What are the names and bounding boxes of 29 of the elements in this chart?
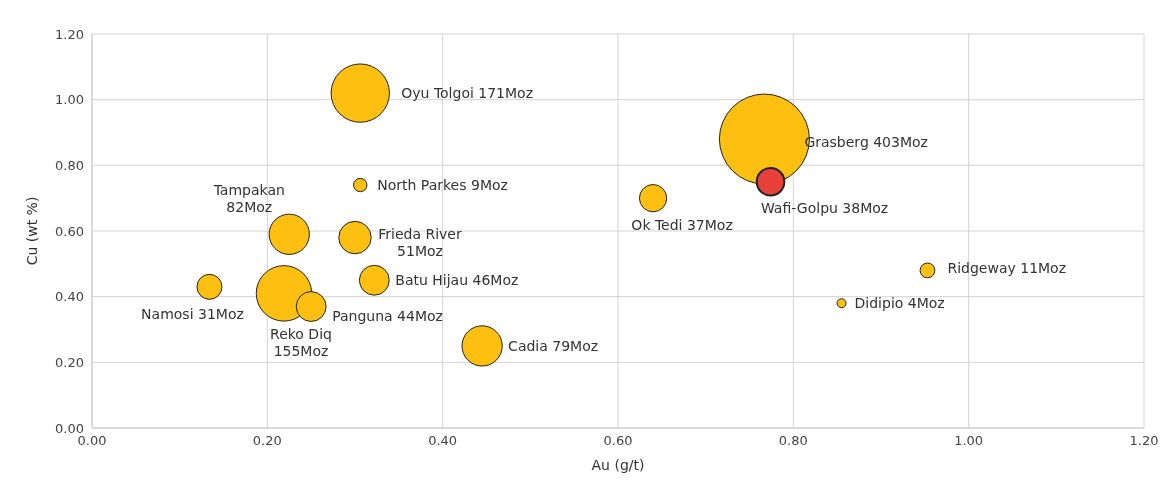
y-tick-label: 0.80	[55, 157, 84, 173]
y-tick-label: 0.40	[55, 289, 84, 305]
annotation: Tampakan 82Moz	[212, 182, 285, 216]
x-tick-label: 0.60	[603, 433, 633, 449]
annotation: Reko Diq 155Moz	[270, 326, 332, 360]
x-axis-title: Au (g/t)	[591, 457, 645, 473]
annotation: Didipio 4Moz	[854, 295, 945, 312]
y-axis-title: Cu (wt %)	[23, 196, 40, 266]
annotation: Wafi-Golpu 38Moz	[760, 199, 889, 216]
y-tick-label: 0.00	[55, 420, 84, 436]
y-tick-label: 0.60	[55, 223, 84, 239]
annotation: Frieda River 51Moz	[378, 225, 462, 259]
annotation: Namosi 31Moz	[141, 305, 244, 322]
annotation: North Parkes 9Moz	[377, 177, 508, 194]
x-tick-label: 0.80	[778, 433, 808, 449]
annotation: Cadia 79Moz	[508, 337, 599, 354]
annotation: Batu Hijau 46Moz	[395, 272, 519, 289]
x-tick-label: 0.40	[428, 433, 458, 449]
annotation: Oyu Tolgoi 171Moz	[401, 85, 534, 102]
annotation: Panguna 44Moz	[332, 307, 443, 324]
y-tick-label: 0.20	[55, 354, 84, 370]
x-tick-label: 1.20	[1129, 433, 1159, 449]
x-tick-label: 1.00	[954, 433, 984, 449]
y-tick-label: 1.00	[55, 92, 84, 108]
annotation: Ok Tedi 37Moz	[631, 217, 733, 234]
y-tick-label: 1.20	[55, 26, 84, 42]
x-tick-label: 0.00	[77, 433, 107, 449]
annotation: Ridgeway 11Moz	[947, 260, 1067, 277]
x-tick-label: 0.20	[252, 433, 282, 449]
